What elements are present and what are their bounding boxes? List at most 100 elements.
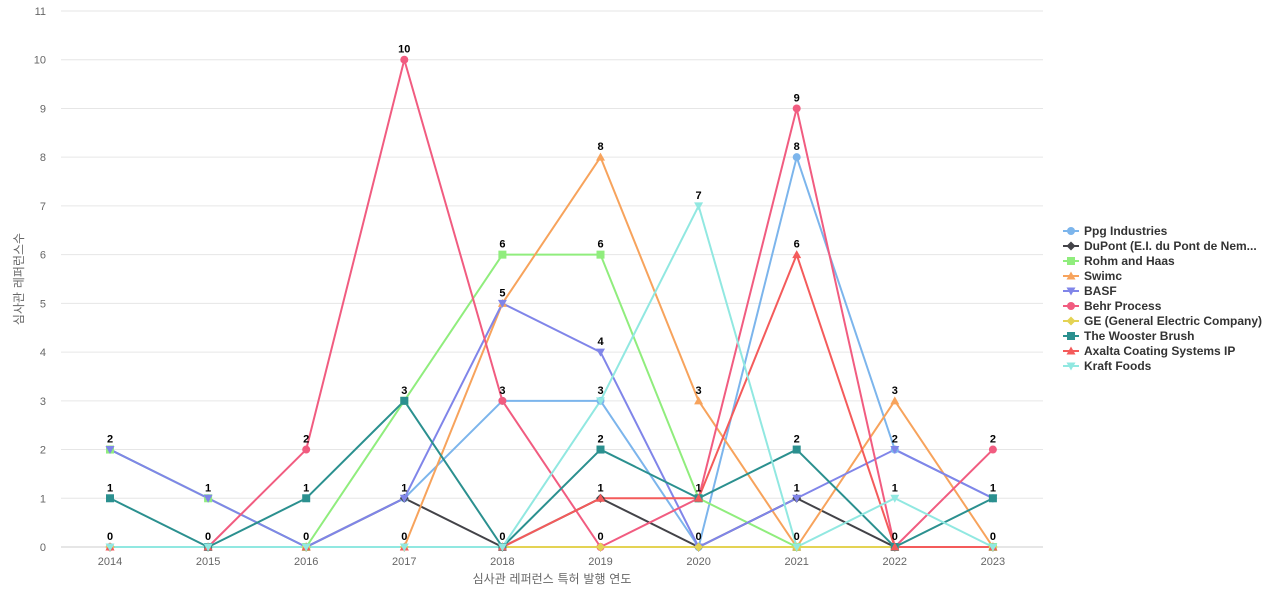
- legend-item[interactable]: Swimc: [1063, 269, 1122, 283]
- legend-label: Rohm and Haas: [1084, 254, 1175, 268]
- y-axis-title: 심사관 레퍼런스수: [12, 233, 26, 325]
- data-point: [989, 494, 997, 502]
- series-line: [110, 206, 993, 547]
- data-label: 1: [892, 482, 898, 494]
- data-label: 3: [696, 385, 702, 397]
- legend-label: GE (General Electric Company): [1084, 314, 1262, 328]
- x-tick-label: 2016: [294, 556, 318, 568]
- data-label: 0: [205, 531, 211, 543]
- data-label: 3: [499, 385, 505, 397]
- data-label: 3: [597, 385, 603, 397]
- legend-label: Ppg Industries: [1084, 224, 1168, 238]
- x-tick-label: 2023: [981, 556, 1005, 568]
- gridlines: [61, 11, 1043, 547]
- y-tick-label: 5: [40, 298, 46, 310]
- data-label: 0: [892, 531, 898, 543]
- data-label: 2: [303, 434, 309, 446]
- legend-label: Behr Process: [1084, 299, 1162, 313]
- data-point: [302, 494, 310, 502]
- data-point: [793, 104, 801, 112]
- data-point: [400, 56, 408, 64]
- y-tick-label: 1: [40, 493, 46, 505]
- data-label: 2: [794, 434, 800, 446]
- x-tick-label: 2015: [196, 556, 220, 568]
- data-label: 0: [696, 531, 702, 543]
- data-label: 4: [597, 336, 604, 348]
- x-axis-title: 심사관 레퍼런스 특허 발행 연도: [473, 571, 632, 586]
- x-tick-label: 2019: [588, 556, 612, 568]
- legend-item[interactable]: Behr Process: [1063, 299, 1162, 313]
- legend-item[interactable]: Axalta Coating Systems IP: [1063, 344, 1235, 358]
- x-tick-label: 2017: [392, 556, 416, 568]
- y-tick-label: 10: [34, 55, 46, 67]
- legend-item[interactable]: The Wooster Brush: [1063, 329, 1194, 343]
- legend-marker: [1067, 242, 1076, 251]
- data-label: 9: [794, 92, 800, 104]
- data-label: 8: [794, 141, 800, 153]
- data-label: 1: [794, 482, 800, 494]
- x-tick-label: 2014: [98, 556, 122, 568]
- data-point: [597, 446, 605, 454]
- data-label: 3: [401, 385, 407, 397]
- data-label: 1: [303, 482, 309, 494]
- data-label: 5: [499, 287, 505, 299]
- x-tick-label: 2020: [686, 556, 710, 568]
- legend-marker: [1067, 302, 1075, 310]
- legend-item[interactable]: GE (General Electric Company): [1063, 314, 1262, 328]
- data-point: [597, 251, 605, 259]
- y-tick-label: 9: [40, 103, 46, 115]
- legend-label: DuPont (E.I. du Pont de Nem...: [1084, 239, 1257, 253]
- x-tick-label: 2022: [883, 556, 907, 568]
- data-label: 0: [499, 531, 505, 543]
- data-point: [106, 494, 114, 502]
- legend-label: Swimc: [1084, 269, 1122, 283]
- data-point: [792, 250, 801, 258]
- data-label: 1: [401, 482, 407, 494]
- legend-item[interactable]: BASF: [1063, 284, 1117, 298]
- data-label: 0: [107, 531, 113, 543]
- y-tick-label: 4: [40, 347, 46, 359]
- data-label: 2: [597, 434, 603, 446]
- data-labels: 2101021010310653086432107310986210321021…: [107, 44, 996, 543]
- data-label: 2: [990, 434, 996, 446]
- data-label: 6: [794, 239, 800, 251]
- legend-label: Axalta Coating Systems IP: [1084, 344, 1235, 358]
- data-label: 0: [597, 531, 603, 543]
- legend-item[interactable]: Ppg Industries: [1063, 224, 1168, 238]
- legend-item[interactable]: Kraft Foods: [1063, 359, 1152, 373]
- data-label: 8: [597, 141, 603, 153]
- y-tick-label: 2: [40, 445, 46, 457]
- y-tick-label: 3: [40, 396, 46, 408]
- data-label: 2: [892, 434, 898, 446]
- data-label: 1: [696, 482, 702, 494]
- legend-marker: [1067, 227, 1075, 235]
- data-point: [498, 251, 506, 259]
- data-label: 0: [990, 531, 996, 543]
- legend-item[interactable]: Rohm and Haas: [1063, 254, 1175, 268]
- data-label: 0: [401, 531, 407, 543]
- data-label: 0: [794, 531, 800, 543]
- data-label: 1: [990, 482, 996, 494]
- data-label: 3: [892, 385, 898, 397]
- data-label: 6: [597, 239, 603, 251]
- data-label: 7: [696, 190, 702, 202]
- data-label: 1: [205, 482, 211, 494]
- x-tick-label: 2021: [784, 556, 808, 568]
- data-label: 6: [499, 239, 505, 251]
- data-point: [400, 397, 408, 405]
- data-label: 0: [303, 531, 309, 543]
- y-tick-label: 7: [40, 201, 46, 213]
- data-label: 1: [107, 482, 113, 494]
- data-label: 10: [398, 44, 410, 56]
- legend: Ppg IndustriesDuPont (E.I. du Pont de Ne…: [1063, 224, 1262, 373]
- data-label: 1: [597, 482, 603, 494]
- series-line: [110, 303, 993, 547]
- y-tick-label: 11: [35, 6, 46, 18]
- y-tick-label: 6: [40, 250, 46, 262]
- legend-item[interactable]: DuPont (E.I. du Pont de Nem...: [1063, 239, 1257, 253]
- data-point: [793, 153, 801, 161]
- legend-label: Kraft Foods: [1084, 359, 1152, 373]
- data-point: [302, 446, 310, 454]
